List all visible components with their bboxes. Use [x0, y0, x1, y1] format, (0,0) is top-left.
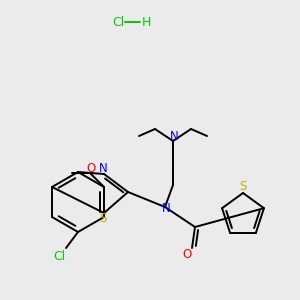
Text: Cl: Cl: [112, 16, 124, 28]
Text: N: N: [162, 202, 170, 215]
Text: Cl: Cl: [53, 250, 65, 262]
Text: N: N: [169, 130, 178, 143]
Text: S: S: [99, 212, 107, 226]
Text: S: S: [239, 181, 247, 194]
Text: H: H: [141, 16, 151, 28]
Text: O: O: [182, 248, 192, 262]
Text: N: N: [99, 161, 107, 175]
Text: O: O: [86, 163, 96, 176]
